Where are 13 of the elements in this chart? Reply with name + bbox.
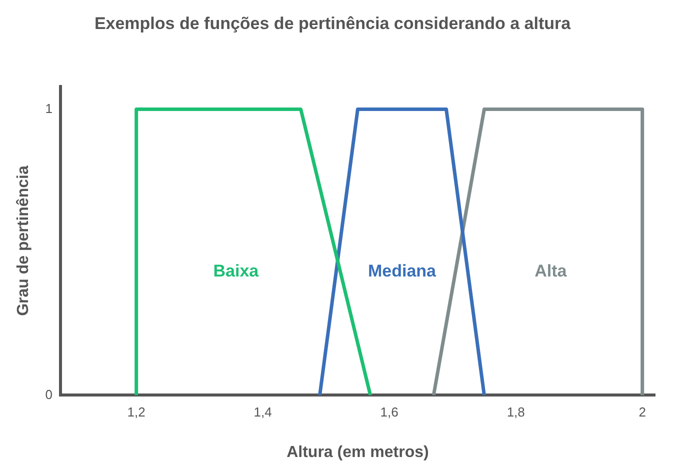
x-tick-label: 2	[638, 404, 646, 420]
text: Baixa	[213, 261, 260, 280]
x-tick-label: 1,2	[127, 404, 146, 420]
series-label: Mediana	[368, 261, 437, 280]
x-axis-title: Altura (em metros)	[286, 444, 429, 461]
y-tick-label: 1	[45, 100, 52, 116]
y-tick-label: 0	[45, 386, 52, 402]
text: Alta	[534, 261, 568, 280]
chart-title: Exemplos de funções de pertinência considerando a altura	[94, 14, 572, 33]
y-axis-title: Grau de pertinência	[15, 166, 32, 316]
x-tick-label: 1,6	[380, 404, 398, 420]
x-tick-label: 1,4	[254, 404, 272, 420]
x-tick-label: 1,8	[506, 404, 525, 420]
